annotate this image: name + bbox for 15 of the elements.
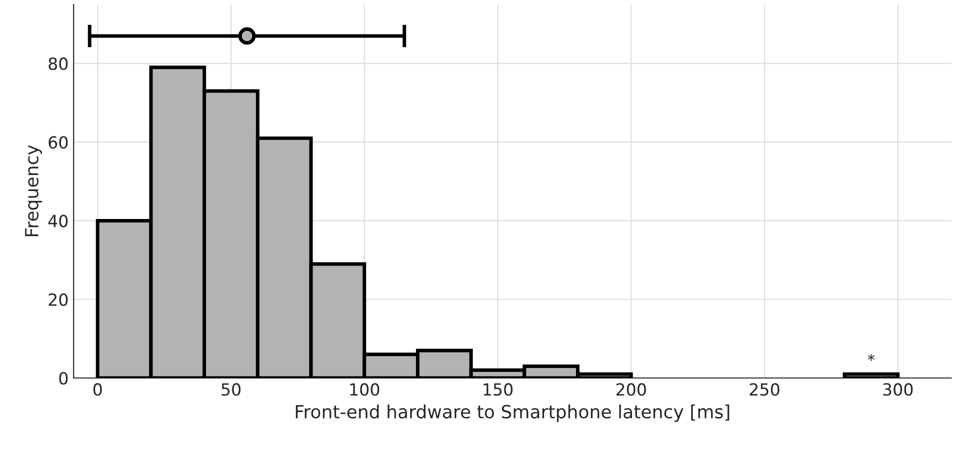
x-tick-label: 200 — [616, 383, 646, 396]
x-tick-label: 100 — [350, 383, 380, 396]
annotation: * — [868, 354, 875, 361]
y-axis-title: Frequency — [25, 145, 42, 236]
y-tick-label: 40 — [48, 214, 68, 228]
x-tick-label: 50 — [222, 383, 240, 396]
y-tick-label: 0 — [59, 372, 68, 385]
y-tick-label: 20 — [48, 293, 68, 306]
x-tick-label: 300 — [883, 383, 913, 396]
x-tick-label: 0 — [93, 383, 102, 396]
x-tick-label: 150 — [484, 383, 513, 396]
y-tick-label: 60 — [48, 136, 68, 149]
y-tick-label: 80 — [48, 57, 68, 70]
x-axis-title: Front-end hardware to Smartphone latency [ms] — [296, 404, 730, 422]
x-tick-label: 250 — [750, 383, 780, 396]
